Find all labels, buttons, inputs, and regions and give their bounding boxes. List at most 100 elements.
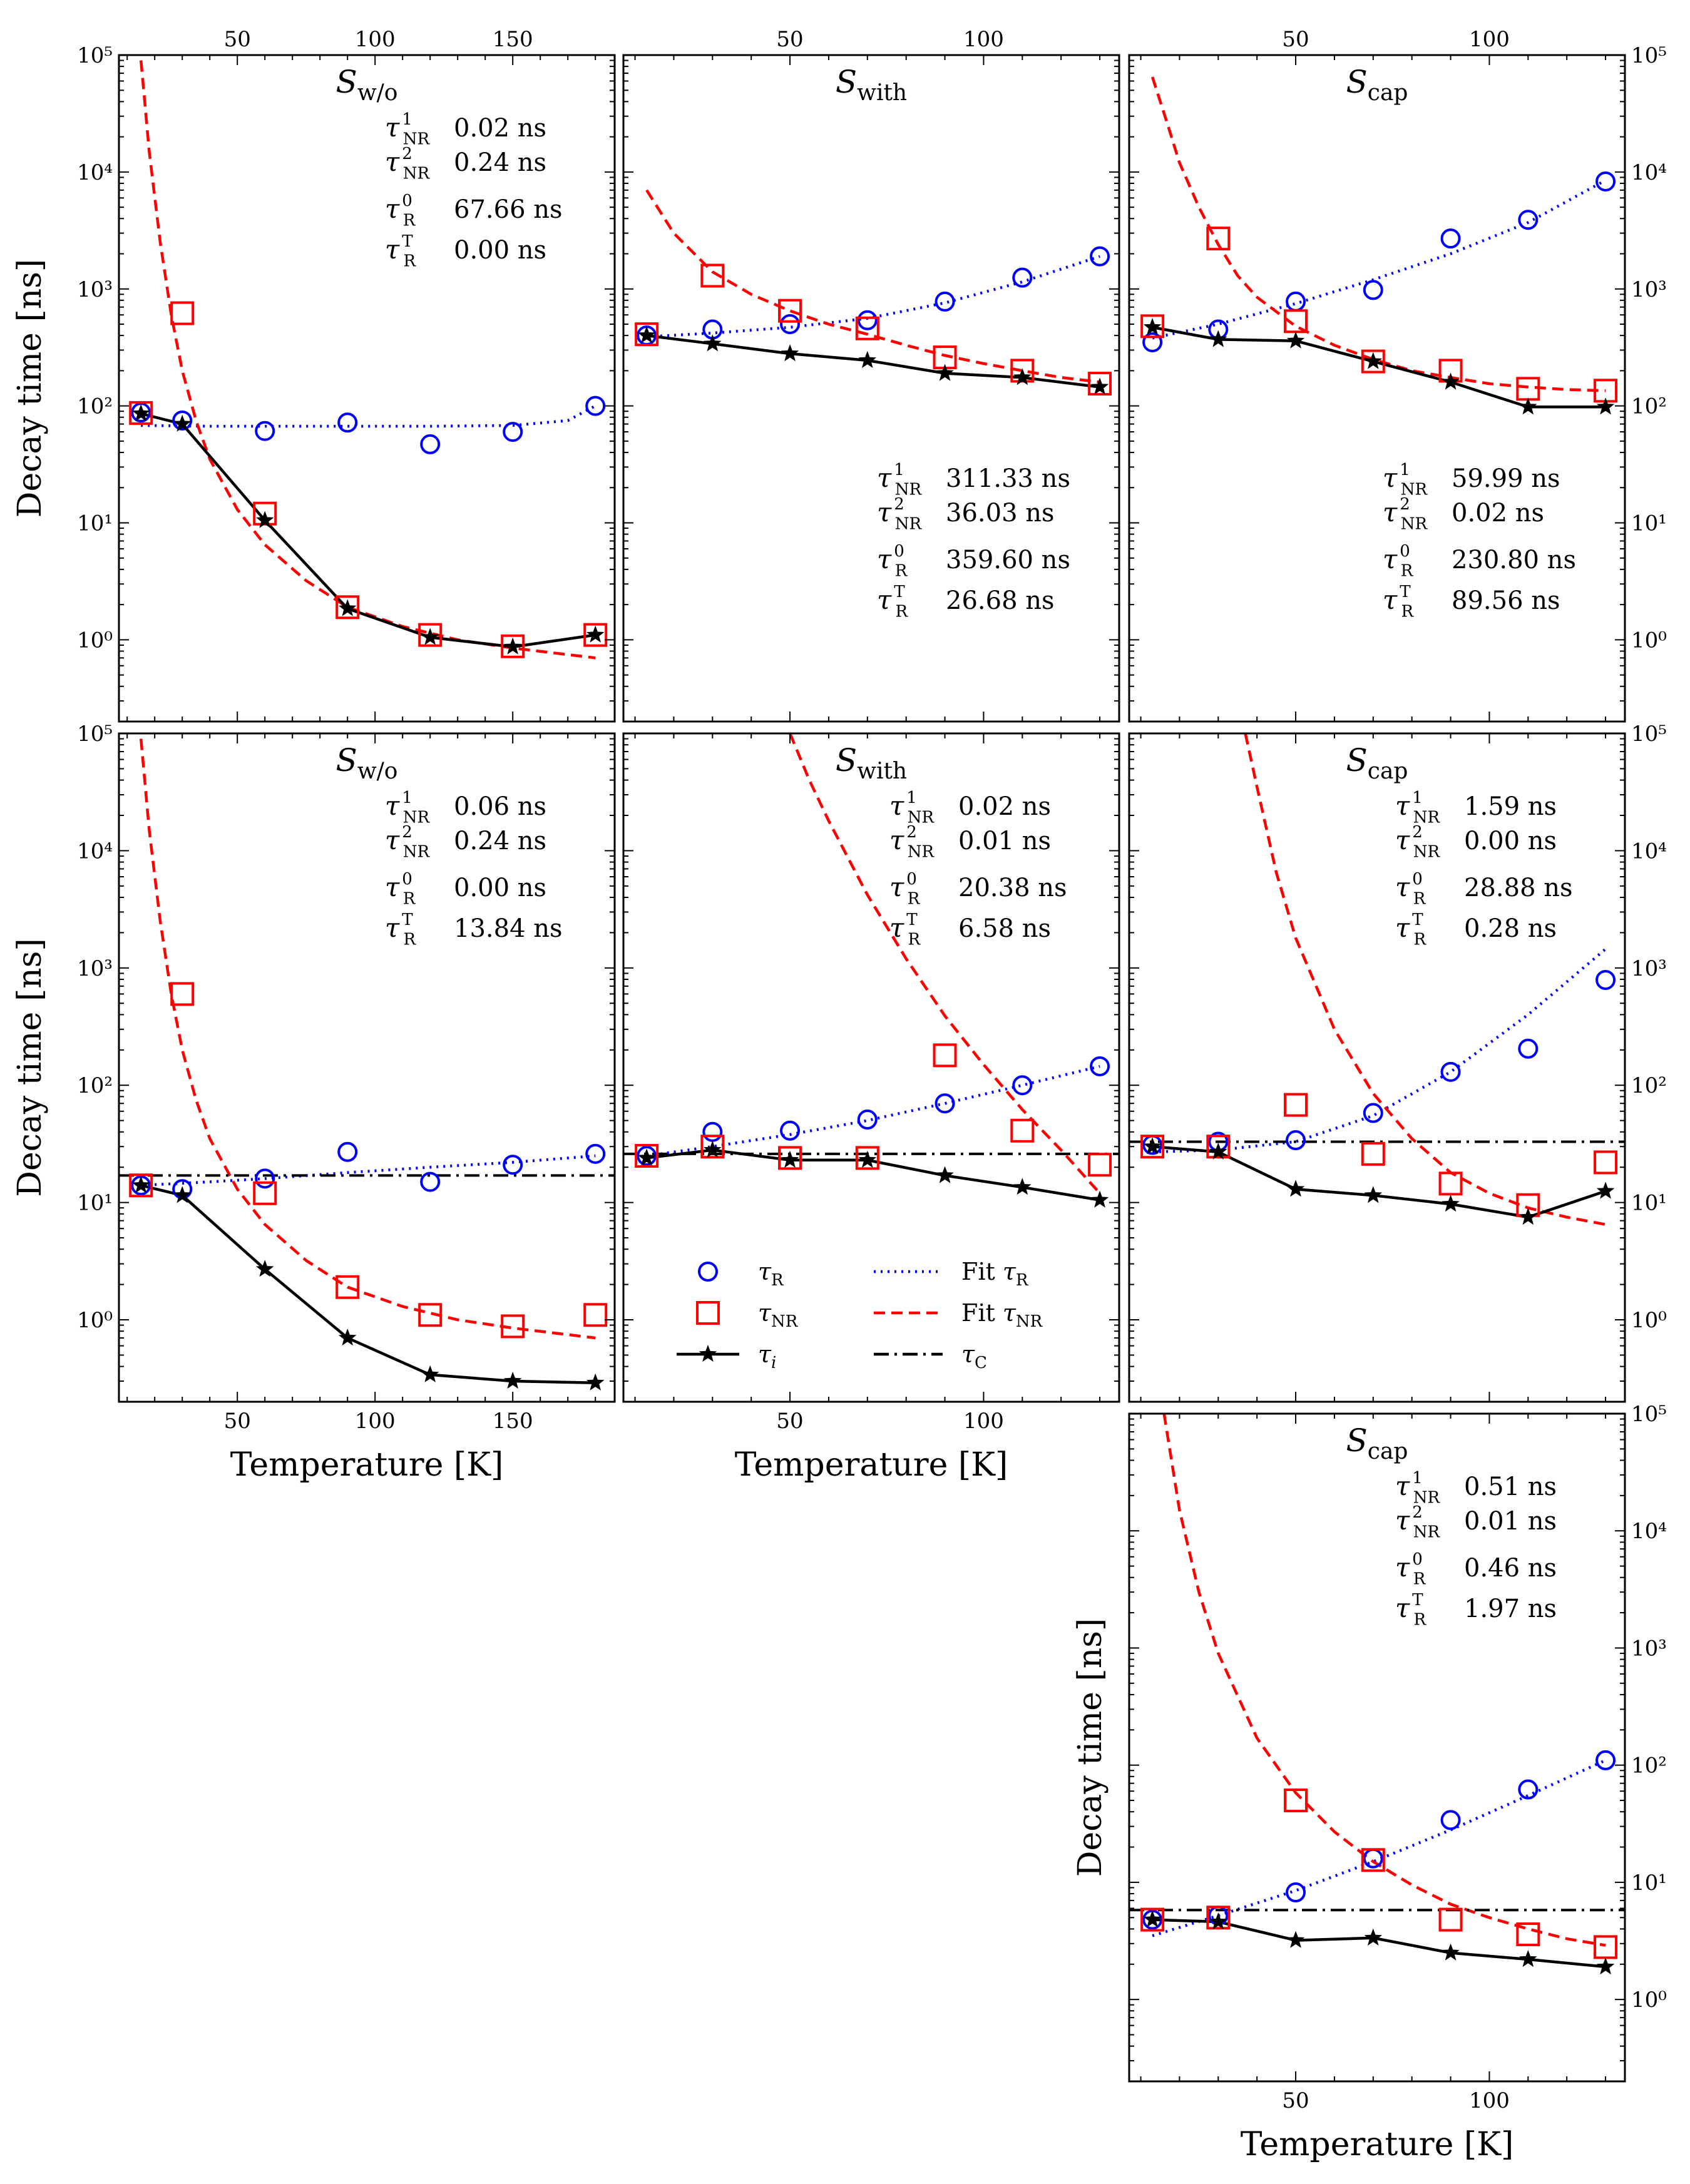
x-tick-label: 150 bbox=[493, 27, 533, 52]
x-tick-label: 50 bbox=[1282, 27, 1309, 52]
tau-r-point bbox=[935, 1093, 955, 1114]
tau-nr-point bbox=[1206, 1135, 1231, 1159]
tau-i-point bbox=[781, 344, 799, 362]
fit-tau-nr-line bbox=[1150, 76, 1606, 392]
tau-i-point bbox=[1090, 1190, 1109, 1208]
param-value: 0.02 ns bbox=[1452, 499, 1544, 528]
param-value: 359.60 ns bbox=[946, 546, 1070, 574]
tau-i-point bbox=[338, 1329, 357, 1346]
tau-r-point bbox=[337, 1141, 358, 1162]
param-value: 0.02 ns bbox=[454, 114, 546, 143]
y-tick-label: 10¹ bbox=[77, 511, 113, 536]
param-value: 26.68 ns bbox=[946, 586, 1055, 615]
tau-nr-point bbox=[778, 299, 802, 323]
tau-nr-point bbox=[1088, 372, 1112, 396]
plot-area bbox=[623, 733, 1119, 1208]
tau-i-point bbox=[1286, 1931, 1305, 1948]
y-tick-label: 10³ bbox=[1631, 956, 1667, 981]
y-tick-label: 10¹ bbox=[77, 1191, 113, 1216]
tau-i-point bbox=[586, 1373, 605, 1391]
tau-nr-point bbox=[253, 1181, 277, 1205]
tau-nr-point bbox=[418, 1303, 443, 1327]
x-tick-label: 50 bbox=[776, 1409, 803, 1434]
param-symbol: τ 1 NR bbox=[1395, 1469, 1440, 1508]
x-axis-label: Temperature [K] bbox=[230, 1446, 504, 1484]
tau-i-point bbox=[1442, 1943, 1460, 1961]
tau-r-point bbox=[1518, 1779, 1539, 1800]
tau-r-point bbox=[1440, 1810, 1461, 1830]
tau-i-point bbox=[173, 1186, 192, 1203]
param-symbol: τ 2 NR bbox=[889, 823, 935, 862]
panel-title: Swith bbox=[836, 742, 907, 784]
param-value: 0.24 ns bbox=[454, 148, 546, 177]
tau-nr-point bbox=[129, 401, 153, 425]
param-symbol: τ 1 NR bbox=[385, 788, 430, 827]
tau-r-point bbox=[172, 410, 193, 431]
legend-label: Fit τNR bbox=[961, 1299, 1043, 1331]
tau-r-point bbox=[780, 1120, 801, 1141]
tau-nr-point bbox=[1010, 1118, 1035, 1143]
tau-r-point bbox=[637, 1146, 657, 1166]
tau-i-point bbox=[858, 350, 877, 368]
plot-area bbox=[1129, 733, 1625, 1226]
param-value: 59.99 ns bbox=[1452, 464, 1560, 493]
y-tick-label: 10³ bbox=[1631, 1636, 1667, 1661]
tau-i-point bbox=[1209, 1912, 1227, 1930]
fit-tau-r-line bbox=[141, 1154, 596, 1187]
tau-i-point bbox=[1143, 318, 1162, 335]
y-tick-label: 10² bbox=[1631, 394, 1667, 419]
x-tick-label: 50 bbox=[1282, 2088, 1309, 2113]
param-value: 311.33 ns bbox=[946, 464, 1070, 493]
y-axis-label: Decay time [ns] bbox=[1072, 1618, 1109, 1877]
y-tick-label: 10⁵ bbox=[1631, 43, 1667, 68]
panel-7: 10⁰ 10¹ 10² 10³ 10⁴ 10⁵ 50 100 Scap τ 1 NR 0.51 ns τ 2… bbox=[1072, 1402, 1667, 2163]
tau-i-point bbox=[1013, 1178, 1032, 1195]
plot-area bbox=[1140, 76, 1618, 415]
tau-r-point bbox=[1518, 210, 1539, 230]
y-tick-label: 10¹ bbox=[1631, 1191, 1667, 1216]
panel-4: 10⁰ 10¹ 10² 10³ 10⁴ 10⁵ 50 100 150 Sw/o τ 1 NR 0.06 n… bbox=[11, 722, 616, 1484]
tau-i-point bbox=[131, 404, 150, 421]
tau-nr-point bbox=[583, 623, 608, 647]
y-tick-label: 10⁴ bbox=[1631, 1519, 1667, 1544]
param-value: 0.01 ns bbox=[1464, 1507, 1557, 1536]
x-tick-label: 100 bbox=[963, 1409, 1004, 1434]
fit-tau-nr-line bbox=[645, 189, 1100, 384]
tau-i-point bbox=[1519, 1208, 1537, 1225]
tau-nr-point bbox=[1140, 1907, 1165, 1932]
tau-r-point bbox=[1440, 1061, 1461, 1082]
tau-i-point bbox=[255, 1260, 274, 1277]
tau-r-point bbox=[1012, 1075, 1033, 1096]
y-tick-label: 10⁰ bbox=[77, 628, 113, 653]
panel-2: 50 100 Swith τ 1 NR 311.33 ns τ 2 NR 36.03 ns τ 0 R 35… bbox=[622, 27, 1120, 723]
y-tick-label: 10³ bbox=[1631, 277, 1667, 302]
x-tick-label: 50 bbox=[776, 27, 803, 52]
x-tick-label: 100 bbox=[355, 1409, 396, 1434]
plot-area bbox=[129, 60, 608, 660]
axes-frame bbox=[622, 732, 1120, 1403]
param-symbol: τ 2 NR bbox=[385, 145, 430, 183]
y-tick-label: 10⁵ bbox=[77, 722, 113, 747]
legend-tau-r-marker bbox=[698, 1262, 718, 1282]
fit-tau-r-line bbox=[141, 404, 597, 428]
param-value: 0.46 ns bbox=[1464, 1554, 1557, 1583]
plot-area bbox=[635, 189, 1112, 396]
tau-r-point bbox=[255, 1168, 275, 1189]
param-symbol: τ 1 NR bbox=[1383, 461, 1428, 499]
tau-i-point bbox=[131, 1176, 150, 1193]
tau-i-point bbox=[1209, 1142, 1227, 1160]
param-value: 0.01 ns bbox=[958, 827, 1051, 855]
plot-area bbox=[119, 738, 615, 1391]
x-tick-label: 50 bbox=[224, 27, 251, 52]
tau-nr-point bbox=[635, 322, 659, 347]
x-tick-label: 100 bbox=[1469, 2088, 1510, 2113]
panel-3: 10⁰ 10¹ 10² 10³ 10⁴ 10⁵ 50 100 Scap τ 1 NR 59.99 ns τ… bbox=[1128, 27, 1667, 723]
tau-nr-point bbox=[129, 1173, 153, 1198]
tau-i-point bbox=[586, 625, 605, 643]
tau-i-point bbox=[1143, 1137, 1162, 1155]
